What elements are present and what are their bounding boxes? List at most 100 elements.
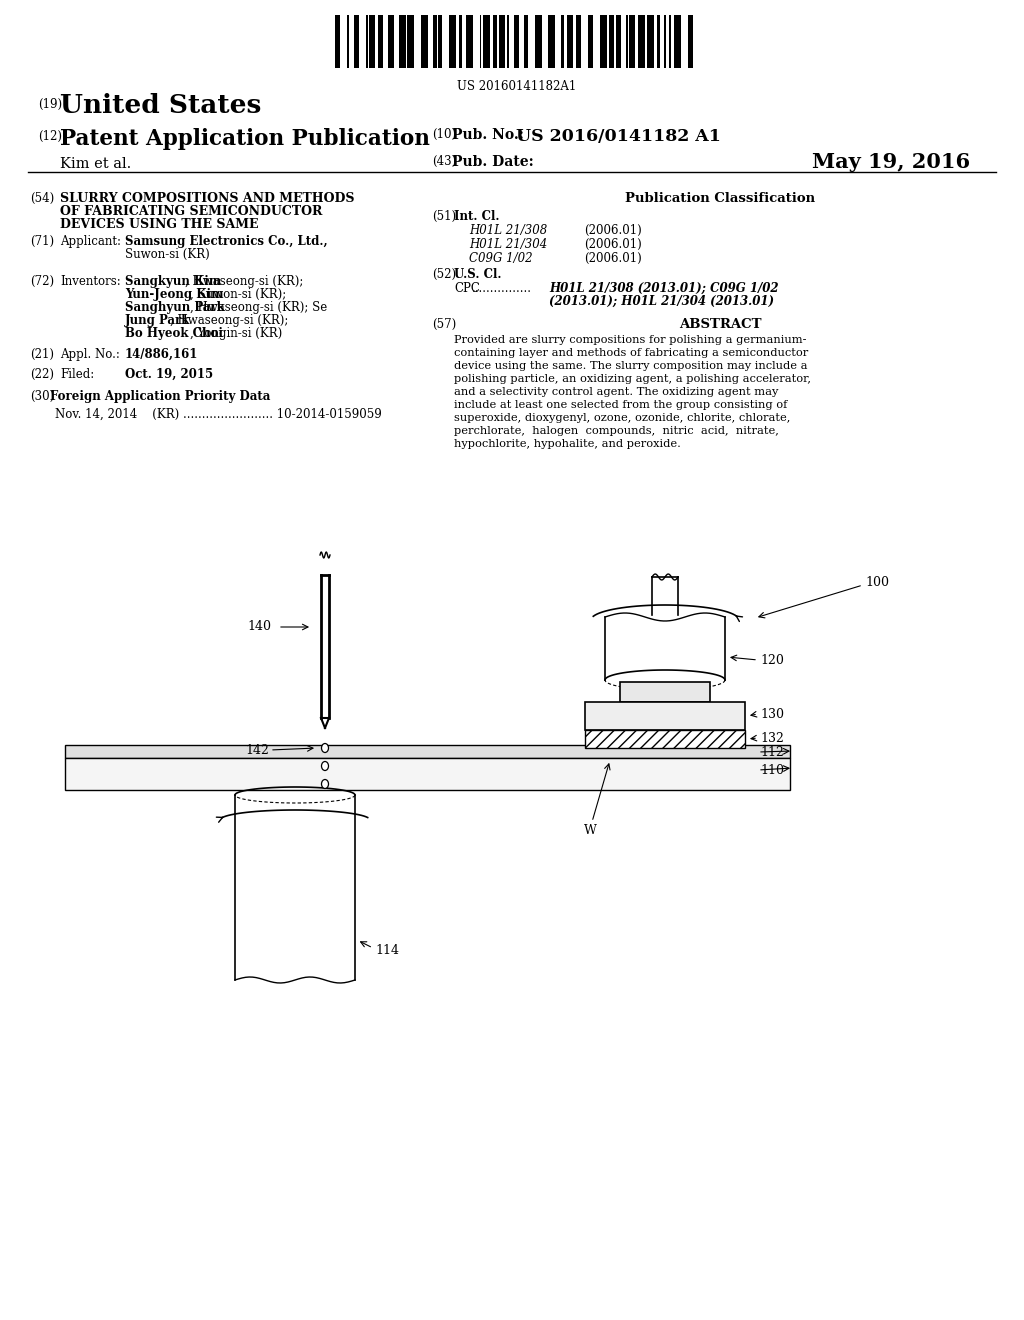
- Text: Publication Classification: Publication Classification: [625, 191, 815, 205]
- Text: 100: 100: [865, 577, 889, 590]
- Text: DEVICES USING THE SAME: DEVICES USING THE SAME: [60, 218, 258, 231]
- Text: perchlorate,  halogen  compounds,  nitric  acid,  nitrate,: perchlorate, halogen compounds, nitric a…: [454, 426, 779, 436]
- Bar: [638, 15, 645, 69]
- Bar: [646, 15, 653, 69]
- Text: containing layer and methods of fabricating a semiconductor: containing layer and methods of fabricat…: [454, 348, 808, 358]
- Bar: [388, 15, 393, 69]
- Text: Sanghyun Park: Sanghyun Park: [125, 301, 224, 314]
- Bar: [560, 15, 564, 69]
- Text: W: W: [584, 824, 596, 837]
- Text: (51): (51): [432, 210, 456, 223]
- Bar: [507, 15, 509, 69]
- Text: Oct. 19, 2015: Oct. 19, 2015: [125, 368, 213, 381]
- Text: , Hwaseong-si (KR);: , Hwaseong-si (KR);: [185, 275, 303, 288]
- Text: 114: 114: [375, 944, 399, 957]
- Bar: [449, 15, 456, 69]
- Bar: [483, 15, 489, 69]
- Text: (12): (12): [38, 129, 62, 143]
- Bar: [688, 15, 693, 69]
- Bar: [499, 15, 506, 69]
- Text: 112: 112: [760, 746, 784, 759]
- Bar: [438, 15, 441, 69]
- Text: ................: ................: [472, 282, 532, 294]
- Text: Pub. Date:: Pub. Date:: [452, 154, 534, 169]
- Bar: [347, 15, 349, 69]
- Text: US 20160141182A1: US 20160141182A1: [458, 81, 577, 92]
- Text: Samsung Electronics Co., Ltd.,: Samsung Electronics Co., Ltd.,: [125, 235, 328, 248]
- Bar: [588, 15, 593, 69]
- Text: , Hwaseong-si (KR); Se: , Hwaseong-si (KR); Se: [190, 301, 328, 314]
- Text: (57): (57): [432, 318, 457, 331]
- Text: Provided are slurry compositions for polishing a germanium-: Provided are slurry compositions for pol…: [454, 335, 807, 345]
- Bar: [664, 15, 666, 69]
- Text: , Yongin-si (KR): , Yongin-si (KR): [190, 327, 283, 341]
- Text: Nov. 14, 2014    (KR) ........................ 10-2014-0159059: Nov. 14, 2014 (KR) .....................…: [55, 408, 382, 421]
- Text: Appl. No.:: Appl. No.:: [60, 348, 120, 360]
- Bar: [585, 730, 745, 748]
- Text: (21): (21): [30, 348, 54, 360]
- Bar: [421, 15, 428, 69]
- Bar: [466, 15, 473, 69]
- Text: , Suwon-si (KR);: , Suwon-si (KR);: [190, 288, 287, 301]
- Text: , Hwaseong-si (KR);: , Hwaseong-si (KR);: [170, 314, 292, 327]
- Text: Foreign Application Priority Data: Foreign Application Priority Data: [50, 389, 270, 403]
- Text: Int. Cl.: Int. Cl.: [454, 210, 500, 223]
- Bar: [354, 15, 359, 69]
- Ellipse shape: [322, 762, 329, 771]
- Text: polishing particle, an oxidizing agent, a polishing accelerator,: polishing particle, an oxidizing agent, …: [454, 374, 811, 384]
- Text: (52): (52): [432, 268, 456, 281]
- Text: 142: 142: [245, 743, 269, 756]
- Text: Jung Park: Jung Park: [125, 314, 190, 327]
- Bar: [65, 744, 790, 758]
- Text: 130: 130: [760, 708, 784, 721]
- Bar: [370, 15, 375, 69]
- Text: Applicant:: Applicant:: [60, 235, 121, 248]
- Text: Bo Hyeok Choi: Bo Hyeok Choi: [125, 327, 223, 341]
- Text: Sangkyun Kim: Sangkyun Kim: [125, 275, 221, 288]
- Bar: [585, 702, 745, 730]
- Text: (54): (54): [30, 191, 54, 205]
- Bar: [657, 15, 660, 69]
- Bar: [479, 15, 481, 69]
- Bar: [335, 15, 340, 69]
- Text: (2013.01); H01L 21/304 (2013.01): (2013.01); H01L 21/304 (2013.01): [549, 294, 774, 308]
- Bar: [620, 682, 710, 702]
- Bar: [524, 15, 527, 69]
- Bar: [494, 15, 497, 69]
- Text: Suwon-si (KR): Suwon-si (KR): [125, 248, 210, 261]
- Bar: [366, 15, 368, 69]
- Bar: [398, 15, 406, 69]
- Text: (2006.01): (2006.01): [584, 224, 642, 238]
- Bar: [577, 15, 582, 69]
- Bar: [378, 15, 383, 69]
- Text: SLURRY COMPOSITIONS AND METHODS: SLURRY COMPOSITIONS AND METHODS: [60, 191, 354, 205]
- Text: (72): (72): [30, 275, 54, 288]
- Bar: [615, 15, 621, 69]
- Text: H01L 21/304: H01L 21/304: [469, 238, 547, 251]
- Text: US 2016/0141182 A1: US 2016/0141182 A1: [516, 128, 721, 145]
- Ellipse shape: [322, 743, 329, 752]
- Text: 132: 132: [760, 731, 784, 744]
- Bar: [549, 15, 555, 69]
- Text: superoxide, dioxygenyl, ozone, ozonide, chlorite, chlorate,: superoxide, dioxygenyl, ozone, ozonide, …: [454, 413, 791, 422]
- Text: H01L 21/308 (2013.01); C09G 1/02: H01L 21/308 (2013.01); C09G 1/02: [549, 282, 778, 294]
- Text: Filed:: Filed:: [60, 368, 94, 381]
- Text: U.S. Cl.: U.S. Cl.: [454, 268, 502, 281]
- Text: 110: 110: [760, 763, 784, 776]
- Bar: [608, 15, 614, 69]
- Bar: [459, 15, 463, 69]
- Ellipse shape: [322, 780, 329, 788]
- Text: (71): (71): [30, 235, 54, 248]
- Text: Patent Application Publication: Patent Application Publication: [60, 128, 430, 150]
- Text: Yun-Jeong Kim: Yun-Jeong Kim: [125, 288, 223, 301]
- Bar: [433, 15, 436, 69]
- Text: May 19, 2016: May 19, 2016: [812, 152, 970, 172]
- Text: OF FABRICATING SEMICONDUCTOR: OF FABRICATING SEMICONDUCTOR: [60, 205, 323, 218]
- Bar: [669, 15, 671, 69]
- Text: include at least one selected from the group consisting of: include at least one selected from the g…: [454, 400, 787, 411]
- Text: (43): (43): [432, 154, 457, 168]
- Text: 120: 120: [760, 653, 784, 667]
- Bar: [630, 15, 635, 69]
- Text: C09G 1/02: C09G 1/02: [469, 252, 532, 265]
- Text: H01L 21/308: H01L 21/308: [469, 224, 547, 238]
